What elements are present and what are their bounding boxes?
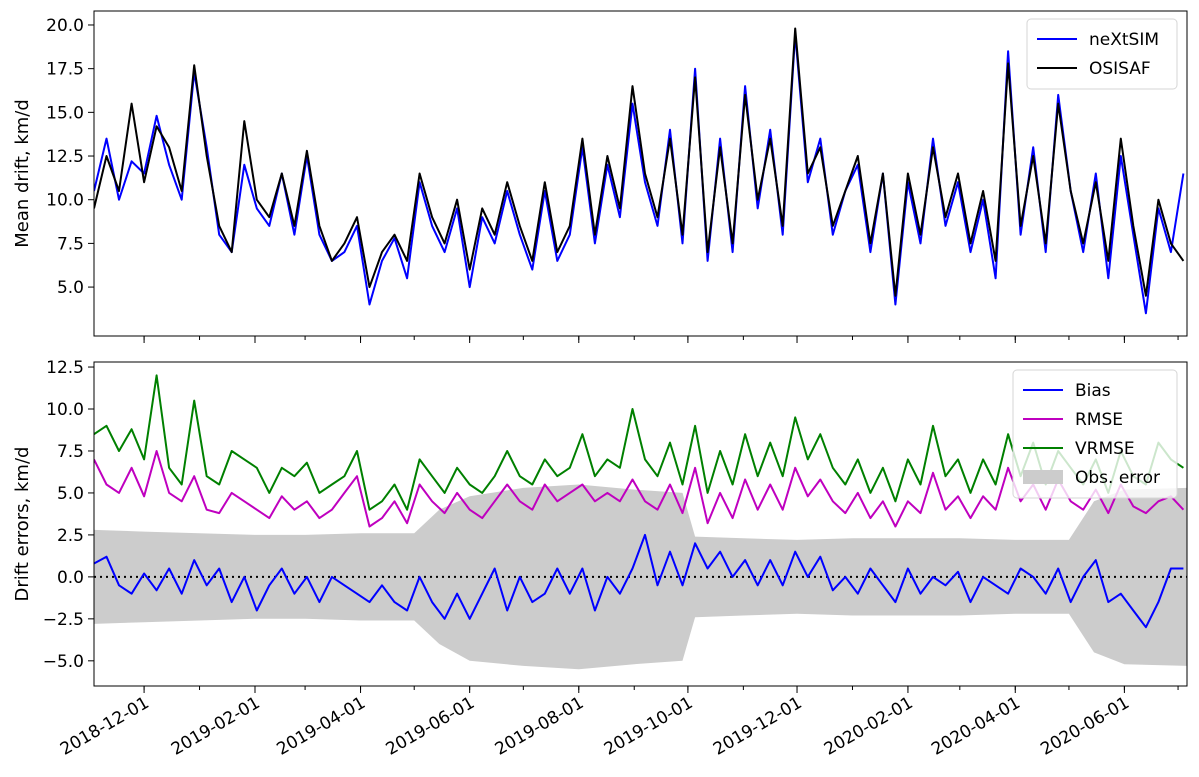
y-tick-label: 15.0 <box>46 103 84 123</box>
x-tick-label: 2019-08-01 <box>492 693 588 760</box>
legend-label: neXtSIM <box>1089 30 1159 50</box>
x-tick-label: 2020-04-01 <box>928 693 1024 760</box>
top-panel-mean-drift: 5.0 7.5 10.0 12.5 15.0 17.5 20.0 Mean drift, km… <box>12 10 1188 343</box>
plot-area <box>94 27 1185 315</box>
x-tick-label: 2019-06-01 <box>383 693 479 760</box>
legend-label: VRMSE <box>1075 439 1135 459</box>
x-tick-label: 2019-10-01 <box>601 693 697 760</box>
y-tick-label: 10.0 <box>46 191 84 211</box>
y-tick-label: 0.0 <box>57 568 84 588</box>
y-tick-label: −2.5 <box>43 610 84 630</box>
legend-label: Obs. error <box>1075 468 1160 488</box>
series-line-vrmse <box>94 374 1184 511</box>
bottom-panel-drift-errors: −5.0 −2.5 0.0 2.5 5.0 7.5 10.0 12.5 Drift errors… <box>12 358 1188 760</box>
y-tick-label: 5.0 <box>57 278 84 298</box>
y-tick-label: 12.5 <box>46 147 84 167</box>
y-tick-label: 2.5 <box>57 526 84 546</box>
x-tick-label: 2019-12-01 <box>710 693 806 760</box>
y-tick-label: 7.5 <box>57 442 84 462</box>
legend: Bias RMSE VRMSE Obs. error <box>1012 369 1178 499</box>
x-tick-label: 2018-12-01 <box>57 693 153 760</box>
y-axis-label: Drift errors, km/d <box>12 447 33 602</box>
axes-frame <box>93 361 1188 687</box>
y-axis-label: Mean drift, km/d <box>12 99 33 248</box>
axes-frame <box>93 10 1188 337</box>
x-tick-label: 2020-02-01 <box>821 693 917 760</box>
plot-area <box>94 374 1187 670</box>
y-tick-label: 17.5 <box>46 60 84 80</box>
legend-box <box>1012 369 1178 499</box>
series-line-nextsim <box>94 32 1185 315</box>
y-tick-label: 20.0 <box>46 16 84 36</box>
legend-label: Bias <box>1075 381 1111 401</box>
y-tick-label: 12.5 <box>46 358 84 378</box>
legend-box <box>1026 18 1178 90</box>
x-tick-label: 2020-06-01 <box>1037 693 1133 760</box>
series-line-bias <box>94 533 1184 629</box>
legend-label: OSISAF <box>1089 59 1151 79</box>
legend-swatch <box>1023 470 1063 484</box>
y-tick-label: 7.5 <box>57 234 84 254</box>
legend: neXtSIM OSISAF <box>1026 18 1178 90</box>
x-tick-label: 2019-02-01 <box>168 693 264 760</box>
legend-label: RMSE <box>1075 410 1123 430</box>
y-tick-label: 10.0 <box>46 400 84 420</box>
y-tick-label: 5.0 <box>57 484 84 504</box>
x-tick-label: 2019-04-01 <box>273 693 369 760</box>
series-line-rmse <box>94 450 1185 528</box>
series-line-osisaf <box>94 27 1185 297</box>
y-tick-label: −5.0 <box>43 652 84 672</box>
